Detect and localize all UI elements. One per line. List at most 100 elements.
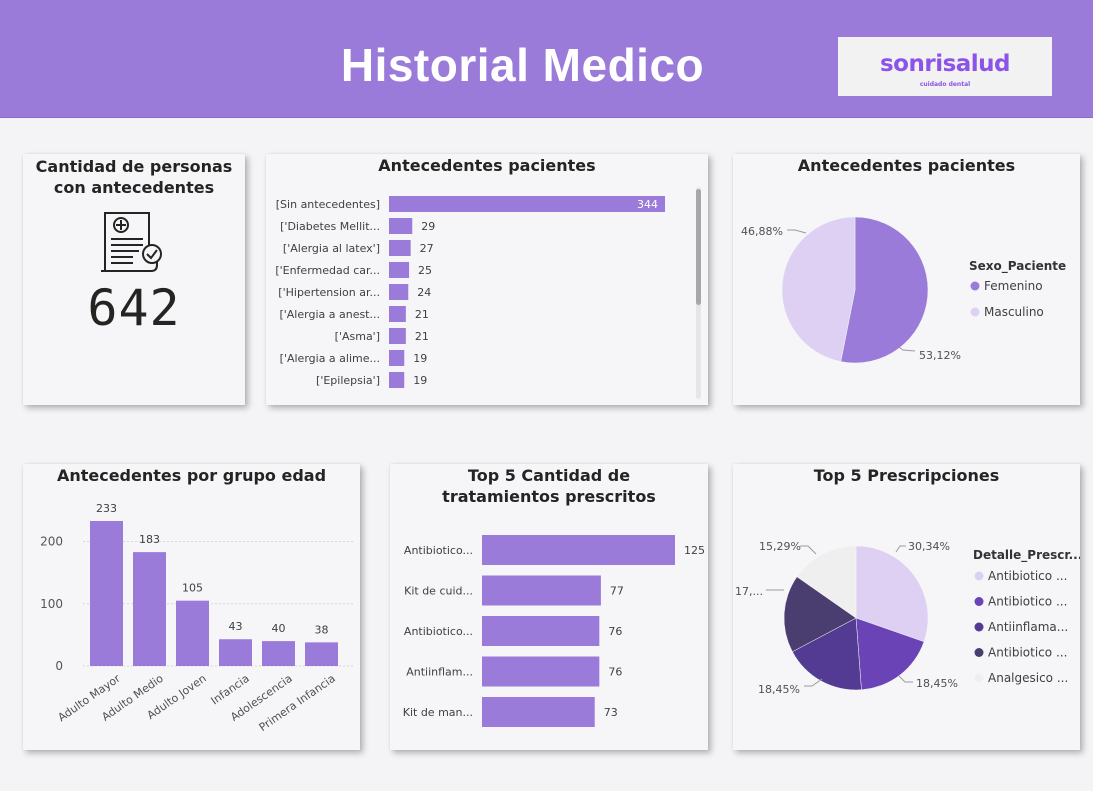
bar-category-label: ['Epilepsia'] — [316, 374, 380, 387]
legend-title: Sexo_Paciente — [969, 259, 1066, 274]
bar-category-label: Antiinflam... — [406, 666, 473, 679]
antecedentes-pie-title: Antecedentes pacientes — [797, 156, 1016, 175]
grupo-edad-title: Antecedentes por grupo edad — [56, 466, 327, 485]
legend-item-label: Masculino — [984, 305, 1044, 319]
pie-data-label: 17,... — [735, 585, 763, 598]
bar-data-label: 19 — [413, 374, 427, 387]
legend-title: Detalle_Prescr... — [973, 548, 1080, 563]
pie-slice — [781, 216, 856, 362]
bar — [305, 642, 338, 666]
scrollbar-thumb[interactable] — [696, 189, 701, 305]
bar-data-label: 76 — [608, 625, 622, 638]
bar-data-label: 38 — [315, 623, 329, 636]
bar-data-label: 183 — [139, 533, 160, 546]
legend-item-label: Antiinflama... — [988, 620, 1068, 634]
bar-category-label: [Sin antecedentes] — [276, 198, 380, 211]
bar-data-label: 344 — [637, 198, 658, 211]
bar — [219, 639, 252, 666]
pie-data-label: 53,12% — [919, 349, 961, 362]
y-tick-label: 200 — [40, 535, 63, 549]
bar-category-label: Kit de cuid... — [404, 585, 473, 598]
pie-data-label: 30,34% — [908, 540, 950, 553]
bar-data-label: 40 — [272, 622, 286, 635]
y-tick-label: 100 — [40, 597, 63, 611]
bar-data-label: 77 — [610, 585, 624, 598]
bar-category-label: ['Alergia al latex'] — [283, 242, 380, 255]
page-title: Historial Medico — [340, 39, 705, 91]
x-tick-label: Primera Infancia — [257, 672, 338, 734]
bar — [133, 552, 166, 666]
pie-leader-line — [898, 346, 916, 352]
kpi-value: 642 — [87, 279, 181, 337]
header-banner: Historial Medico sonrisalud cuidado dent… — [0, 0, 1093, 118]
legend-marker — [974, 622, 984, 632]
bar — [389, 350, 405, 366]
kpi-card[interactable]: Cantidad de personas con antecedentes 64… — [23, 154, 245, 405]
top5-tratamientos-title: Top 5 Cantidad de tratamientos prescrito… — [442, 466, 656, 506]
bar — [389, 328, 406, 344]
top5-prescripciones-card[interactable]: Top 5 Prescripciones 30,34% 18,45% 18,45% 1… — [733, 464, 1080, 750]
bar — [389, 218, 413, 234]
bar — [389, 196, 665, 212]
antecedentes-bar-chart: [Sin antecedentes] 344 ['Diabetes Mellit..… — [275, 196, 665, 388]
pie-leader-line — [895, 545, 906, 553]
legend-marker — [970, 307, 980, 317]
legend-item-label: Antibiotico ... — [988, 646, 1067, 660]
pie-data-label: 18,45% — [916, 677, 958, 690]
pie-slice — [783, 576, 857, 653]
bar-data-label: 29 — [421, 220, 435, 233]
legend-marker — [970, 281, 980, 291]
bar — [482, 535, 675, 565]
bar-data-label: 76 — [608, 666, 622, 679]
bar-data-label: 21 — [415, 308, 429, 321]
pie-slice — [792, 617, 862, 691]
legend-marker — [974, 597, 984, 606]
legend-marker — [974, 648, 984, 657]
prescripciones-pie-chart: 30,34% 18,45% 18,45% 17,... 15,29% Detalle_Pr… — [735, 540, 1080, 696]
y-tick-label: 0 — [55, 659, 63, 673]
logo-subtext: cuidado dental — [919, 81, 971, 88]
bar — [482, 575, 601, 606]
bar-category-label: ['Diabetes Mellit... — [280, 220, 380, 233]
pie-leader-line — [898, 675, 913, 683]
bar-category-label: ['Alergia a alime... — [280, 352, 380, 365]
pie-slice — [796, 545, 857, 619]
logo-text: sonrisalud — [879, 51, 1011, 77]
bar — [389, 284, 409, 300]
grupo-edad-card[interactable]: Antecedentes por grupo edad 0 100 200 233 Ad… — [23, 464, 360, 750]
pie-leader-line — [804, 678, 823, 687]
bar-data-label: 27 — [420, 242, 434, 255]
bar-data-label: 73 — [604, 706, 618, 719]
bar-category-label: Kit de man... — [403, 706, 473, 719]
pie-slice — [840, 216, 929, 364]
bar-category-label: Antibiotico... — [404, 544, 473, 557]
prescription-document-icon — [101, 212, 162, 272]
bar — [389, 372, 405, 388]
tratamientos-bar-chart: Antibiotico... 125 Kit de cuid... 77 Antibio… — [403, 535, 705, 727]
bar-data-label: 25 — [418, 264, 432, 277]
bar-data-label: 24 — [417, 286, 431, 299]
legend-item-label: Analgesico ... — [988, 671, 1068, 685]
scrollbar[interactable] — [696, 187, 701, 399]
bar — [389, 306, 406, 322]
bar — [389, 262, 410, 278]
bar-data-label: 21 — [415, 330, 429, 343]
bar — [482, 616, 600, 646]
antecedentes-bar-title: Antecedentes pacientes — [378, 156, 596, 175]
pie-slice — [855, 617, 925, 691]
bar — [482, 697, 595, 727]
antecedentes-bar-card[interactable]: Antecedentes pacientes [Sin antecedentes… — [266, 154, 708, 405]
legend-item-label: Antibiotico ... — [988, 569, 1067, 583]
pie-data-label: 15,29% — [759, 540, 801, 553]
bar-category-label: ['Asma'] — [335, 330, 380, 343]
bar-category-label: ['Enfermedad car... — [275, 264, 380, 277]
bar-category-label: Antibiotico... — [404, 625, 473, 638]
antecedentes-pie-card[interactable]: Antecedentes pacientes 53,12% 46,88% Sexo_… — [733, 154, 1080, 405]
bar-category-label: ['Alergia a anest... — [279, 308, 380, 321]
bar-data-label: 125 — [684, 544, 705, 557]
legend-marker — [974, 673, 984, 683]
pie-data-label: 46,88% — [741, 225, 783, 238]
legend-marker — [974, 571, 984, 581]
top5-tratamientos-card[interactable]: Top 5 Cantidad de tratamientos prescrito… — [390, 464, 708, 750]
